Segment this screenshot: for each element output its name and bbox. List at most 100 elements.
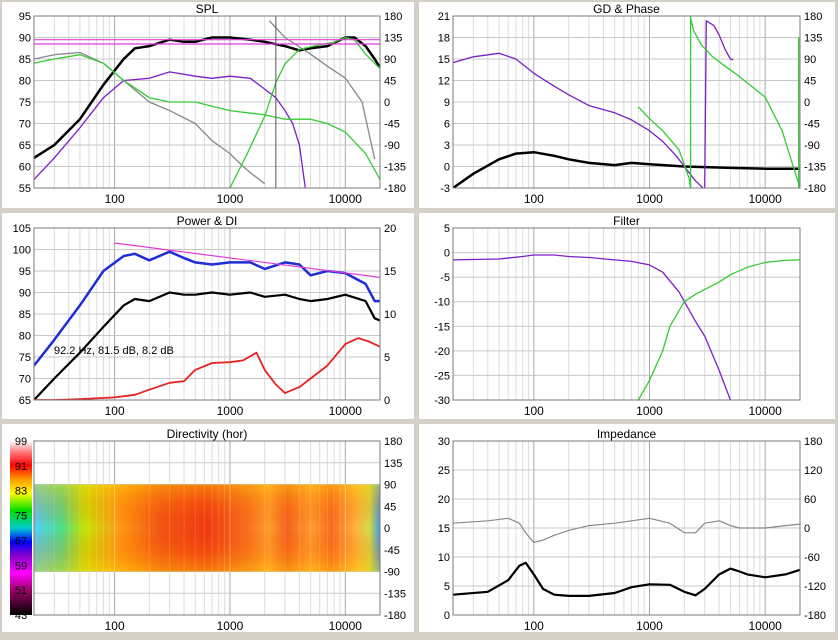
y-tick-label: 6 bbox=[444, 119, 450, 131]
filter-chart-panel: Filter 5 0 -5 -10 -15 -20 -25 -30 100 1000 10000 bbox=[419, 213, 835, 419]
y-tick-label: 90 bbox=[19, 33, 31, 45]
directivity-chart: Directivity (hor) 180 135 90 45 0 -45 -90 -135 -1… bbox=[10, 427, 406, 633]
y-tick-label: 85 bbox=[19, 309, 31, 321]
y2-tick-label: -90 bbox=[384, 567, 400, 579]
y-tick-label: -20 bbox=[434, 346, 450, 358]
x-tick-label: 1000 bbox=[636, 192, 663, 206]
series-line bbox=[453, 254, 732, 400]
y2-tick-label: -135 bbox=[384, 588, 406, 600]
colorbar-label: 67 bbox=[15, 535, 27, 547]
y-tick-label: 0 bbox=[444, 610, 450, 622]
y-tick-label: 10 bbox=[438, 552, 450, 564]
x-tick-label: 1000 bbox=[636, 404, 663, 418]
y2-tick-label: -90 bbox=[804, 140, 820, 152]
y-tick-label: 65 bbox=[19, 395, 31, 407]
y-tick-label: 0 bbox=[444, 248, 450, 260]
colorbar-label: 83 bbox=[15, 486, 27, 498]
y-tick-label: -5 bbox=[440, 272, 450, 284]
power-di-chart-panel: Power & DI 105 100 95 90 85 80 75 70 65 20 15 10 5 0 10… bbox=[2, 213, 414, 419]
power-di-chart: Power & DI105100959085807570652015105010… bbox=[13, 214, 397, 418]
series-line bbox=[637, 259, 800, 400]
plot-area bbox=[453, 228, 800, 400]
y2-tick-label: 180 bbox=[804, 11, 822, 23]
directivity-chart-panel: Directivity (hor) 180 135 90 45 0 -45 -90 -135 -1… bbox=[2, 424, 414, 633]
y-tick-label: 70 bbox=[19, 119, 31, 131]
plot-frame bbox=[33, 440, 381, 616]
y2-tick-label: -180 bbox=[384, 183, 406, 195]
y2-tick-label: -180 bbox=[804, 610, 826, 622]
y2-tick-label: 135 bbox=[384, 33, 402, 45]
y-tick-label: 95 bbox=[19, 11, 31, 23]
colorbar-label: 51 bbox=[15, 585, 27, 597]
colorbar-label: 99 bbox=[15, 436, 27, 448]
y2-tick-label: 20 bbox=[384, 223, 396, 235]
y-tick-label: 5 bbox=[444, 223, 450, 235]
plot-frame bbox=[452, 440, 801, 616]
y-tick-label: 55 bbox=[19, 183, 31, 195]
y2-tick-label: 90 bbox=[804, 54, 816, 66]
chart-title: Power & DI bbox=[177, 214, 238, 228]
y-tick-label: -10 bbox=[434, 297, 450, 309]
y-tick-label: 5 bbox=[444, 581, 450, 593]
y-tick-label: 0 bbox=[444, 162, 450, 174]
series-line bbox=[268, 20, 376, 160]
y-tick-label: 25 bbox=[438, 465, 450, 477]
chart-title: Filter bbox=[613, 214, 640, 228]
y2-tick-label: 180 bbox=[384, 436, 402, 448]
y-tick-label: 80 bbox=[19, 331, 31, 343]
y2-tick-label: -180 bbox=[384, 610, 406, 622]
y2-tick-label: 0 bbox=[384, 395, 390, 407]
series-line bbox=[34, 54, 380, 180]
chart-title: Impedance bbox=[597, 427, 657, 441]
y-tick-label: 75 bbox=[19, 352, 31, 364]
y2-tick-label: -180 bbox=[804, 183, 826, 195]
series-line bbox=[34, 51, 266, 185]
spl-chart-panel: SPL 95 90 85 80 75 70 65 60 55 180 135 90 45 0 -45 -90 -1… bbox=[2, 2, 414, 208]
y2-tick-label: 135 bbox=[804, 33, 822, 45]
series-line bbox=[637, 106, 692, 188]
series-group bbox=[34, 20, 380, 188]
x-tick-label: 10000 bbox=[329, 619, 363, 633]
chart-title: SPL bbox=[196, 2, 219, 16]
y-tick-label: 3 bbox=[444, 140, 450, 152]
series-line bbox=[229, 36, 380, 188]
y-tick-label: 75 bbox=[19, 97, 31, 109]
chart-title: GD & Phase bbox=[593, 2, 660, 16]
y2-tick-label: -45 bbox=[384, 545, 400, 557]
colorbar-label: 59 bbox=[15, 560, 27, 572]
y2-tick-label: 0 bbox=[804, 97, 810, 109]
series-line bbox=[453, 52, 704, 188]
y-tick-label: 100 bbox=[13, 245, 31, 257]
y2-tick-label: 45 bbox=[804, 76, 816, 88]
series-line bbox=[690, 18, 800, 188]
x-tick-label: 10000 bbox=[329, 404, 363, 418]
x-tick-label: 100 bbox=[524, 404, 544, 418]
x-tick-label: 100 bbox=[105, 619, 125, 633]
series-line bbox=[34, 337, 380, 400]
x-tick-label: 1000 bbox=[217, 192, 244, 206]
y-tick-label: 9 bbox=[444, 97, 450, 109]
x-tick-label: 1000 bbox=[217, 404, 244, 418]
y-tick-label: 90 bbox=[19, 288, 31, 300]
y2-tick-label: 5 bbox=[384, 352, 390, 364]
plot-frame bbox=[33, 15, 381, 189]
series-line bbox=[453, 150, 800, 188]
y-tick-label: 60 bbox=[19, 162, 31, 174]
chart-title: Directivity (hor) bbox=[167, 427, 248, 441]
y-tick-label: 18 bbox=[438, 33, 450, 45]
impedance-chart: Impedance 30 25 20 15 10 5 0 180 120 60 0 -60 -120 -18… bbox=[438, 427, 826, 633]
y-tick-label: -30 bbox=[434, 395, 450, 407]
y2-tick-label: 0 bbox=[804, 523, 810, 535]
y2-tick-label: 120 bbox=[804, 465, 822, 477]
series-group bbox=[34, 242, 380, 400]
y2-tick-label: -135 bbox=[804, 162, 826, 174]
plot-frame bbox=[452, 227, 801, 401]
y-tick-label: 15 bbox=[438, 523, 450, 535]
grid bbox=[453, 228, 800, 400]
y-tick-label: -25 bbox=[434, 370, 450, 382]
y2-tick-label: -60 bbox=[804, 552, 820, 564]
series-line bbox=[114, 242, 380, 278]
y-tick-label: 80 bbox=[19, 76, 31, 88]
y2-tick-label: -120 bbox=[804, 581, 826, 593]
series-line bbox=[453, 517, 800, 544]
